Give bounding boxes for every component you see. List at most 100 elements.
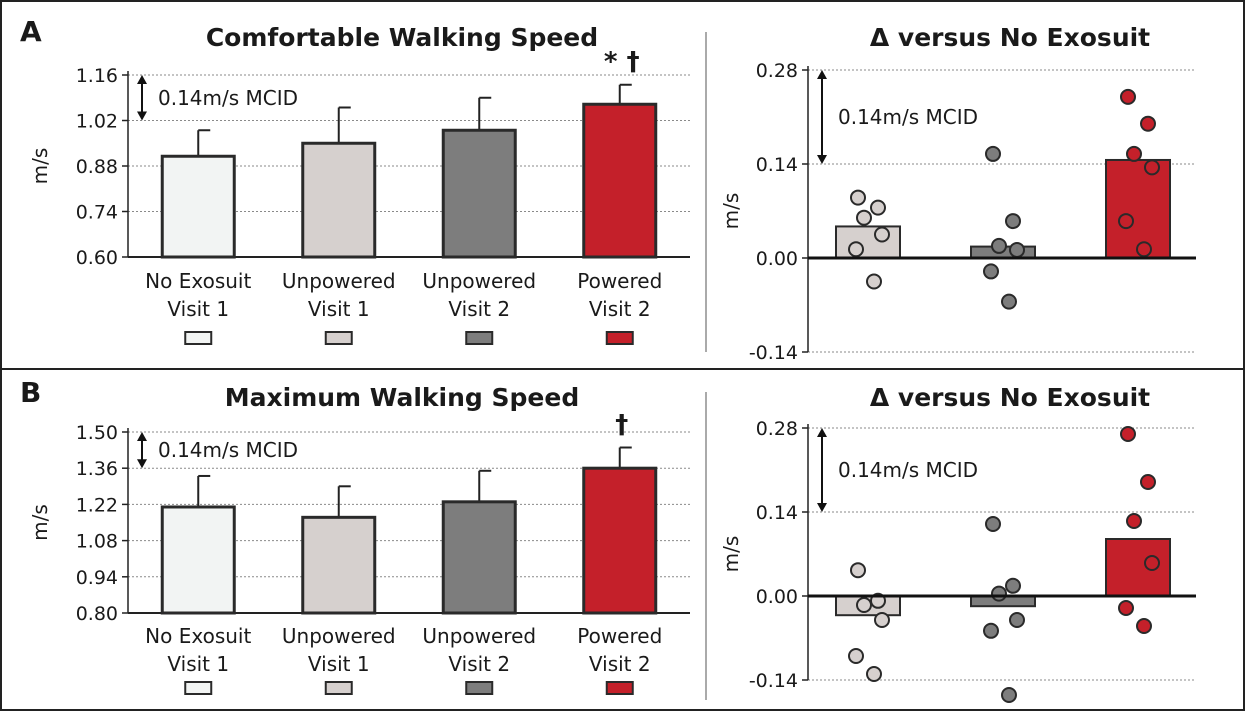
data-point [985, 145, 1001, 162]
data-point [985, 516, 1001, 532]
category-label: Visit 1 [308, 297, 370, 321]
data-point [991, 585, 1007, 602]
mcid-annotation: 0.14m/s MCID [838, 458, 978, 482]
y-tick-label: 0.00 [756, 586, 798, 608]
data-point [1001, 687, 1017, 703]
y-tick-label: 0.14 [756, 154, 798, 176]
data-point [1126, 145, 1142, 162]
mean-bar [1105, 538, 1171, 597]
y-tick-label: -0.14 [749, 670, 798, 692]
legend-swatch [465, 681, 494, 695]
mean-bar [835, 225, 901, 259]
legend-swatch [605, 331, 634, 345]
data-point [1144, 159, 1160, 176]
category-label: Visit 1 [167, 652, 229, 676]
data-point [1140, 474, 1156, 490]
y-tick-label: 0.88 [76, 156, 118, 178]
bar [160, 154, 236, 259]
category-label: No Exosuit [145, 269, 251, 293]
data-point [1140, 115, 1156, 132]
mcid-arrow-head-up [817, 70, 827, 79]
chart-title: Comfortable Walking Speed [206, 23, 598, 52]
panel-letter-b: B [20, 376, 41, 409]
category-label: Unpowered [282, 624, 396, 648]
data-point [1120, 426, 1136, 442]
data-point [856, 209, 872, 226]
bar [301, 515, 377, 615]
data-point [1005, 577, 1021, 594]
mcid-arrow-head-up [817, 428, 827, 437]
panel-letter-a: A [20, 15, 42, 48]
mean-bar [1105, 158, 1171, 260]
data-point [1118, 213, 1134, 230]
category-label: No Exosuit [145, 624, 251, 648]
data-point [1126, 513, 1142, 529]
category-label: Visit 2 [589, 652, 651, 676]
chart-comfortable-speed-delta: Δ versus No Exosuit m/s 0.28 0.14 0.00 -0.14 0… [719, 23, 1196, 364]
y-tick-label: 0.28 [756, 418, 798, 440]
bar [441, 500, 517, 615]
chart-title: Δ versus No Exosuit [870, 23, 1150, 52]
y-tick-label: 1.36 [76, 458, 118, 480]
y-tick-label: 0.74 [76, 202, 118, 224]
y-tick-label: 1.02 [76, 111, 118, 133]
data-point [1118, 600, 1134, 616]
mcid-arrow-head-down [817, 503, 827, 512]
y-tick-label: 0.14 [756, 502, 798, 524]
data-point [866, 666, 882, 682]
data-point [848, 648, 864, 664]
mcid-annotation: 0.14m/s MCID [158, 86, 298, 110]
data-point [1136, 241, 1152, 258]
bar [582, 466, 658, 615]
category-label: Visit 1 [167, 297, 229, 321]
data-point [1001, 293, 1017, 310]
mcid-arrow-head-down [137, 111, 147, 121]
legend-swatch [184, 331, 213, 345]
mcid-annotation: 0.14m/s MCID [158, 438, 298, 462]
legend-swatch [324, 331, 353, 345]
chart-maximum-speed-delta: Δ versus No Exosuit m/s 0.28 0.14 0.00 -0.14 0… [719, 383, 1196, 703]
data-point [856, 597, 872, 613]
bar [441, 128, 517, 259]
mcid-arrow-head-down [137, 459, 147, 469]
mcid-arrow-head-up [137, 432, 147, 441]
y-tick-label: 1.16 [76, 65, 118, 87]
significance-marker: * † [604, 47, 640, 77]
data-point [874, 612, 890, 628]
chart-title: Δ versus No Exosuit [870, 383, 1150, 412]
data-point [850, 562, 866, 579]
data-point [983, 622, 999, 639]
data-point [983, 263, 999, 280]
y-tick-label: 1.08 [76, 531, 118, 553]
mcid-arrow-head-up [137, 75, 147, 84]
legend-swatch [465, 331, 494, 345]
category-label: Unpowered [422, 269, 536, 293]
y-tick-label: 0.80 [76, 603, 118, 625]
data-point [1009, 241, 1025, 258]
panel-b-frame [0, 368, 1245, 711]
y-tick-label: -0.14 [749, 342, 798, 364]
data-point [870, 199, 886, 216]
category-label: Powered [577, 269, 662, 293]
category-label: Unpowered [282, 269, 396, 293]
y-tick-label: 0.60 [76, 247, 118, 269]
bar [582, 102, 658, 259]
y-tick-label: 1.22 [76, 494, 118, 516]
data-point [1005, 213, 1021, 230]
category-label: Unpowered [422, 624, 536, 648]
mcid-arrow-head-down [817, 155, 827, 164]
legend-swatch [324, 681, 353, 695]
y-axis-label: m/s [28, 148, 52, 185]
bar [301, 141, 377, 259]
chart-comfortable-speed-bars: Comfortable Walking Speed m/s 0.60 0.74 0.88… [28, 23, 690, 345]
y-axis-label: m/s [719, 536, 743, 573]
category-label: Powered [577, 624, 662, 648]
legend-swatch [605, 681, 634, 695]
data-point [991, 237, 1007, 254]
y-tick-label: 0.28 [756, 60, 798, 82]
y-tick-label: 1.50 [76, 422, 118, 444]
data-point [874, 226, 890, 243]
category-label: Visit 2 [448, 652, 510, 676]
data-point [850, 189, 866, 206]
y-axis-label: m/s [719, 193, 743, 230]
